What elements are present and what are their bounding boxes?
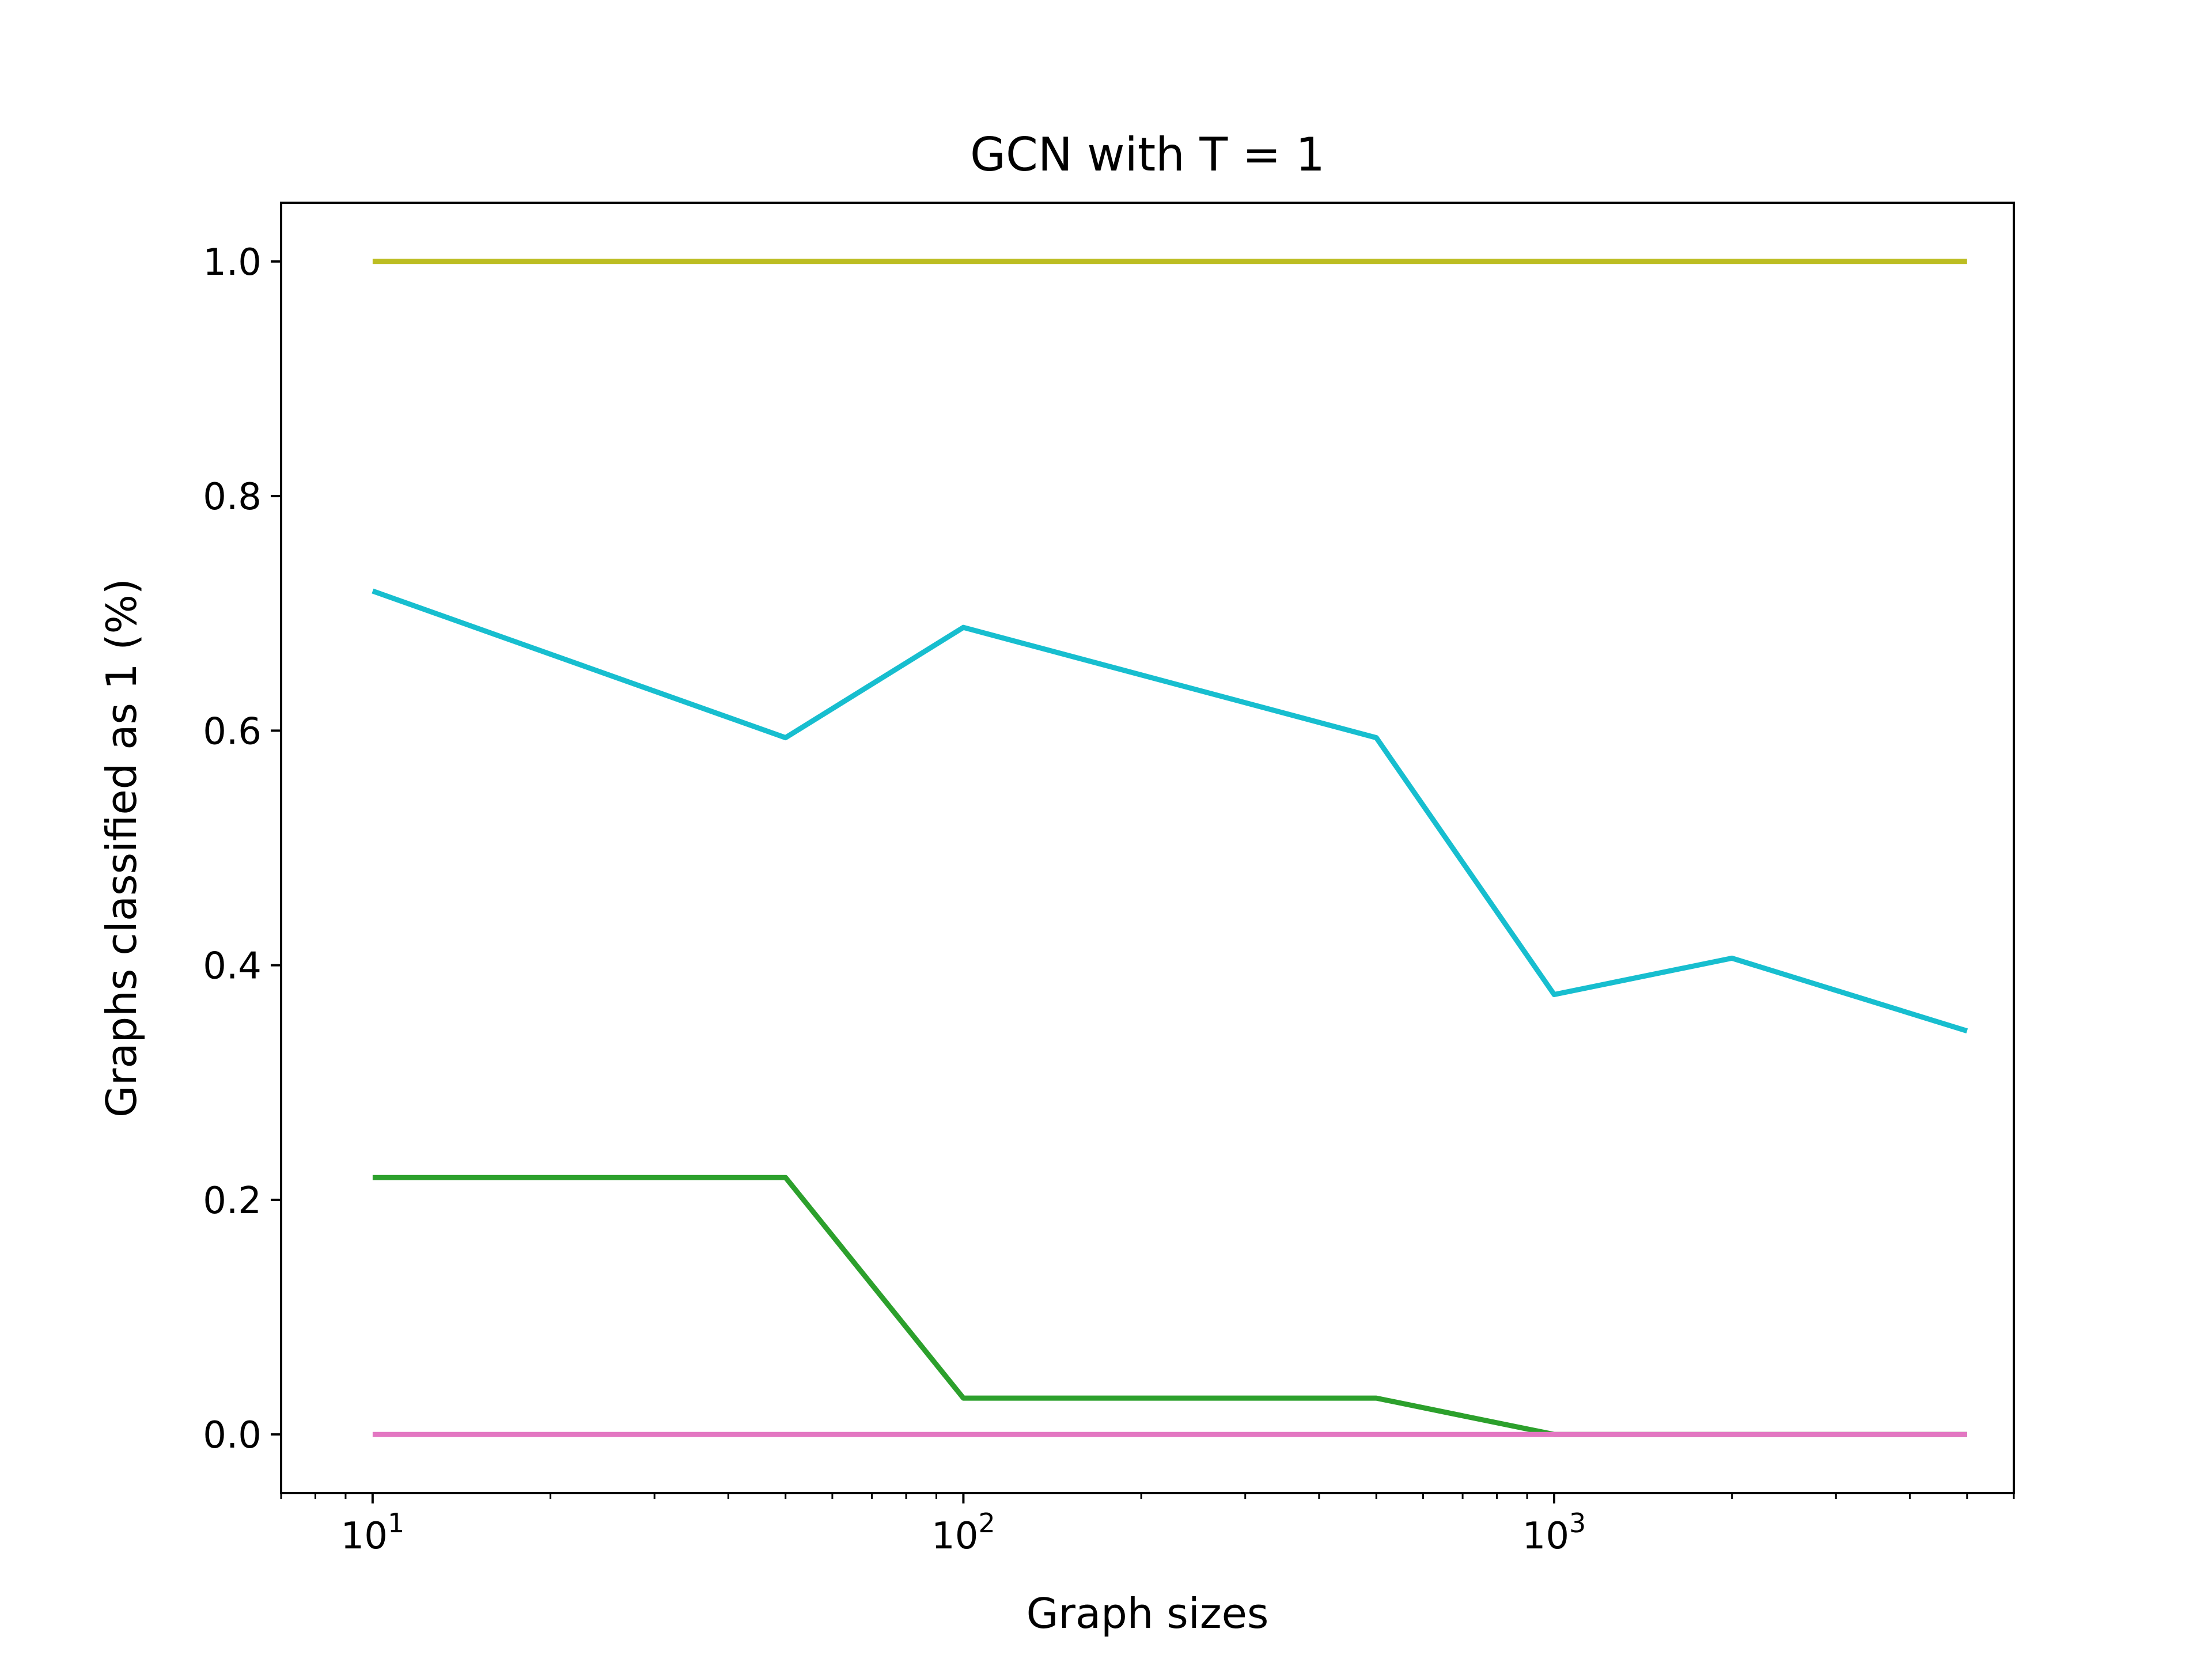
x-axis-label: Graph sizes [1027,1589,1269,1638]
x-tick-label: 102 [931,1508,995,1558]
series-layer [372,259,1968,1437]
y-tick-label: 0.4 [203,945,262,988]
x-tick-label-exponent: 1 [388,1508,404,1539]
y-tick-label: 0.6 [203,710,262,753]
x-tick-label: 103 [1522,1508,1586,1558]
x-tick-label-base: 10 [1522,1515,1569,1558]
plot-area-frame [280,202,2015,1494]
y-tick-label: 1.0 [203,241,262,284]
y-axis-ticks: 0.0 0.2 0.4 0.6 0.8 1.0 [203,241,281,1457]
x-tick-label-exponent: 3 [1569,1508,1586,1539]
y-tick-label: 0.2 [203,1180,262,1222]
x-tick-label-base: 10 [931,1515,978,1558]
x-axis-ticks: 101 102 103 [280,1493,2015,1558]
y-tick-label: 0.0 [203,1414,262,1457]
x-tick-label: 101 [341,1508,405,1558]
series-cyan-line [372,588,1968,1033]
chart-title: GCN with T = 1 [970,128,1325,181]
x-tick-label-exponent: 2 [978,1508,995,1539]
y-tick-label: 0.8 [203,476,262,518]
x-tick-label-base: 10 [341,1515,388,1558]
y-axis-label: Graphs classified as 1 (%) [97,578,146,1118]
